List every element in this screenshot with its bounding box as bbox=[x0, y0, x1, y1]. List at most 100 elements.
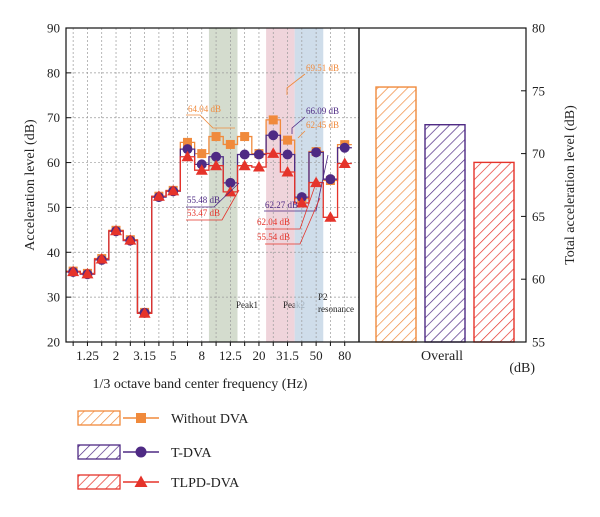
legend-label-0: Without DVA bbox=[171, 412, 249, 427]
ytick-label-right-3: 70 bbox=[532, 146, 545, 161]
marker-0-10 bbox=[211, 132, 221, 142]
tick-labels: 20 30 40 50 60 70 80 90 55 60 65 70 75 80 1.25 2 3.15 5 8 1… bbox=[47, 21, 545, 377]
marker-2-19 bbox=[338, 157, 351, 168]
legend-label-1: T-DVA bbox=[171, 446, 212, 461]
xtick-label-3: 5 bbox=[170, 348, 177, 363]
legend-marker-0 bbox=[136, 413, 146, 423]
xtick-label-7: 31.5 bbox=[276, 348, 299, 363]
ytick-label-left-6: 80 bbox=[47, 65, 60, 80]
marker-2-1 bbox=[81, 267, 94, 279]
xtick-label-2: 3.15 bbox=[133, 348, 156, 363]
band-label-2-1: resonance bbox=[318, 304, 354, 314]
band-label-0: Peak1 bbox=[236, 300, 258, 310]
annotation-4: 66.09 dB bbox=[306, 106, 339, 116]
ytick-label-left-7: 90 bbox=[47, 21, 60, 36]
marker-2-6 bbox=[152, 190, 165, 201]
legend-marker-2 bbox=[134, 475, 148, 487]
ytick-label-left-3: 50 bbox=[47, 200, 60, 215]
marker-2-9 bbox=[195, 164, 208, 175]
ytick-label-left-5: 70 bbox=[47, 110, 60, 125]
y-axis-title-left: Acceleration level (dB) bbox=[23, 119, 38, 251]
legend-marker-1 bbox=[135, 446, 147, 458]
annotation-leader-6 bbox=[264, 154, 329, 212]
annotation-leader-4 bbox=[291, 116, 306, 134]
marker-2-17 bbox=[310, 176, 323, 188]
overall-bar-1 bbox=[424, 124, 466, 343]
y-axis-title-right: Total acceleration level (dB) bbox=[563, 105, 578, 265]
band-1 bbox=[266, 28, 295, 342]
marker-1-12 bbox=[239, 149, 250, 160]
annotation-2: 53.47 dB bbox=[187, 208, 220, 218]
annotation-leader-3 bbox=[286, 73, 306, 95]
marker-1-18 bbox=[325, 174, 336, 185]
legend-swatch-0 bbox=[77, 410, 121, 426]
marker-1-11 bbox=[225, 177, 236, 188]
annotation-leader-5 bbox=[297, 130, 306, 139]
annotation-leader-7 bbox=[265, 182, 317, 230]
marker-2-7 bbox=[167, 184, 180, 196]
marker-0-12 bbox=[240, 132, 250, 142]
marker-1-17 bbox=[311, 147, 322, 158]
marker-0-9 bbox=[197, 149, 207, 159]
marker-1-8 bbox=[182, 144, 193, 155]
marker-0-11 bbox=[225, 139, 235, 149]
legend-swatch-1 bbox=[77, 444, 121, 460]
ytick-label-right-2: 65 bbox=[532, 209, 545, 224]
xtick-label-4: 8 bbox=[199, 348, 206, 363]
legend: Without DVA T-DVA TLPD-DVA bbox=[77, 410, 249, 491]
ytick-label-left-1: 30 bbox=[47, 290, 60, 305]
annotation-0: 64.04 dB bbox=[188, 104, 221, 114]
ytick-label-left-4: 60 bbox=[47, 155, 60, 170]
marker-1-15 bbox=[282, 149, 293, 160]
xtick-label-9: 80 bbox=[338, 348, 351, 363]
annotation-1: 55.48 dB bbox=[187, 195, 220, 205]
marker-2-14 bbox=[267, 147, 280, 158]
marker-1-13 bbox=[253, 149, 264, 160]
ytick-label-left-2: 40 bbox=[47, 245, 60, 260]
marker-2-8 bbox=[181, 150, 194, 162]
marker-2-5 bbox=[138, 307, 151, 318]
xtick-label-5: 12.5 bbox=[219, 348, 242, 363]
marker-2-3 bbox=[110, 224, 123, 236]
xtick-label-8: 50 bbox=[310, 348, 323, 363]
marker-2-15 bbox=[281, 165, 294, 177]
ytick-label-right-1: 60 bbox=[532, 272, 545, 287]
marker-2-4 bbox=[124, 234, 137, 245]
marker-0-15 bbox=[283, 135, 293, 145]
marker-0-14 bbox=[268, 115, 278, 125]
annotation-leader-0 bbox=[186, 114, 235, 129]
ytick-label-right-4: 75 bbox=[532, 83, 545, 98]
xtick-label-6: 20 bbox=[252, 348, 265, 363]
annotation-5: 62.45 dB bbox=[306, 120, 339, 130]
annotation-leader-8 bbox=[265, 197, 321, 245]
marker-2-2 bbox=[95, 253, 108, 264]
marker-0-8 bbox=[182, 137, 192, 147]
overall-bar-2 bbox=[473, 161, 515, 343]
ytick-label-right-0: 55 bbox=[532, 335, 545, 350]
annotation-leader-2 bbox=[186, 189, 240, 221]
right-unit-label: (dB) bbox=[509, 361, 535, 376]
axis-titles: 1/3 octave band center frequency (Hz) Acc… bbox=[23, 105, 578, 392]
marker-1-19 bbox=[339, 142, 350, 153]
axes bbox=[65, 27, 527, 346]
marker-1-14 bbox=[268, 130, 279, 141]
marker-2-18 bbox=[324, 211, 337, 222]
annotation-6: 62.27 dB bbox=[265, 200, 298, 210]
overall-bar-0 bbox=[375, 86, 417, 343]
annotation-7: 62.04 dB bbox=[257, 217, 290, 227]
marker-2-10 bbox=[210, 159, 223, 171]
series-markers bbox=[67, 115, 351, 318]
legend-label-2: TLPD-DVA bbox=[171, 476, 240, 491]
xtick-label-1: 2 bbox=[113, 348, 120, 363]
ytick-label-right-5: 80 bbox=[532, 21, 545, 36]
x-axis-title: 1/3 octave band center frequency (Hz) bbox=[93, 377, 308, 392]
value-annotations: 64.04 dB 55.48 dB 53.47 dB 69.51 dB 66.09 dB… bbox=[186, 63, 339, 245]
marker-1-10 bbox=[211, 151, 222, 162]
marker-2-12 bbox=[238, 159, 251, 171]
annotation-leader-1 bbox=[186, 182, 240, 208]
marker-2-0 bbox=[67, 265, 80, 277]
annotation-3: 69.51 dB bbox=[306, 63, 339, 73]
